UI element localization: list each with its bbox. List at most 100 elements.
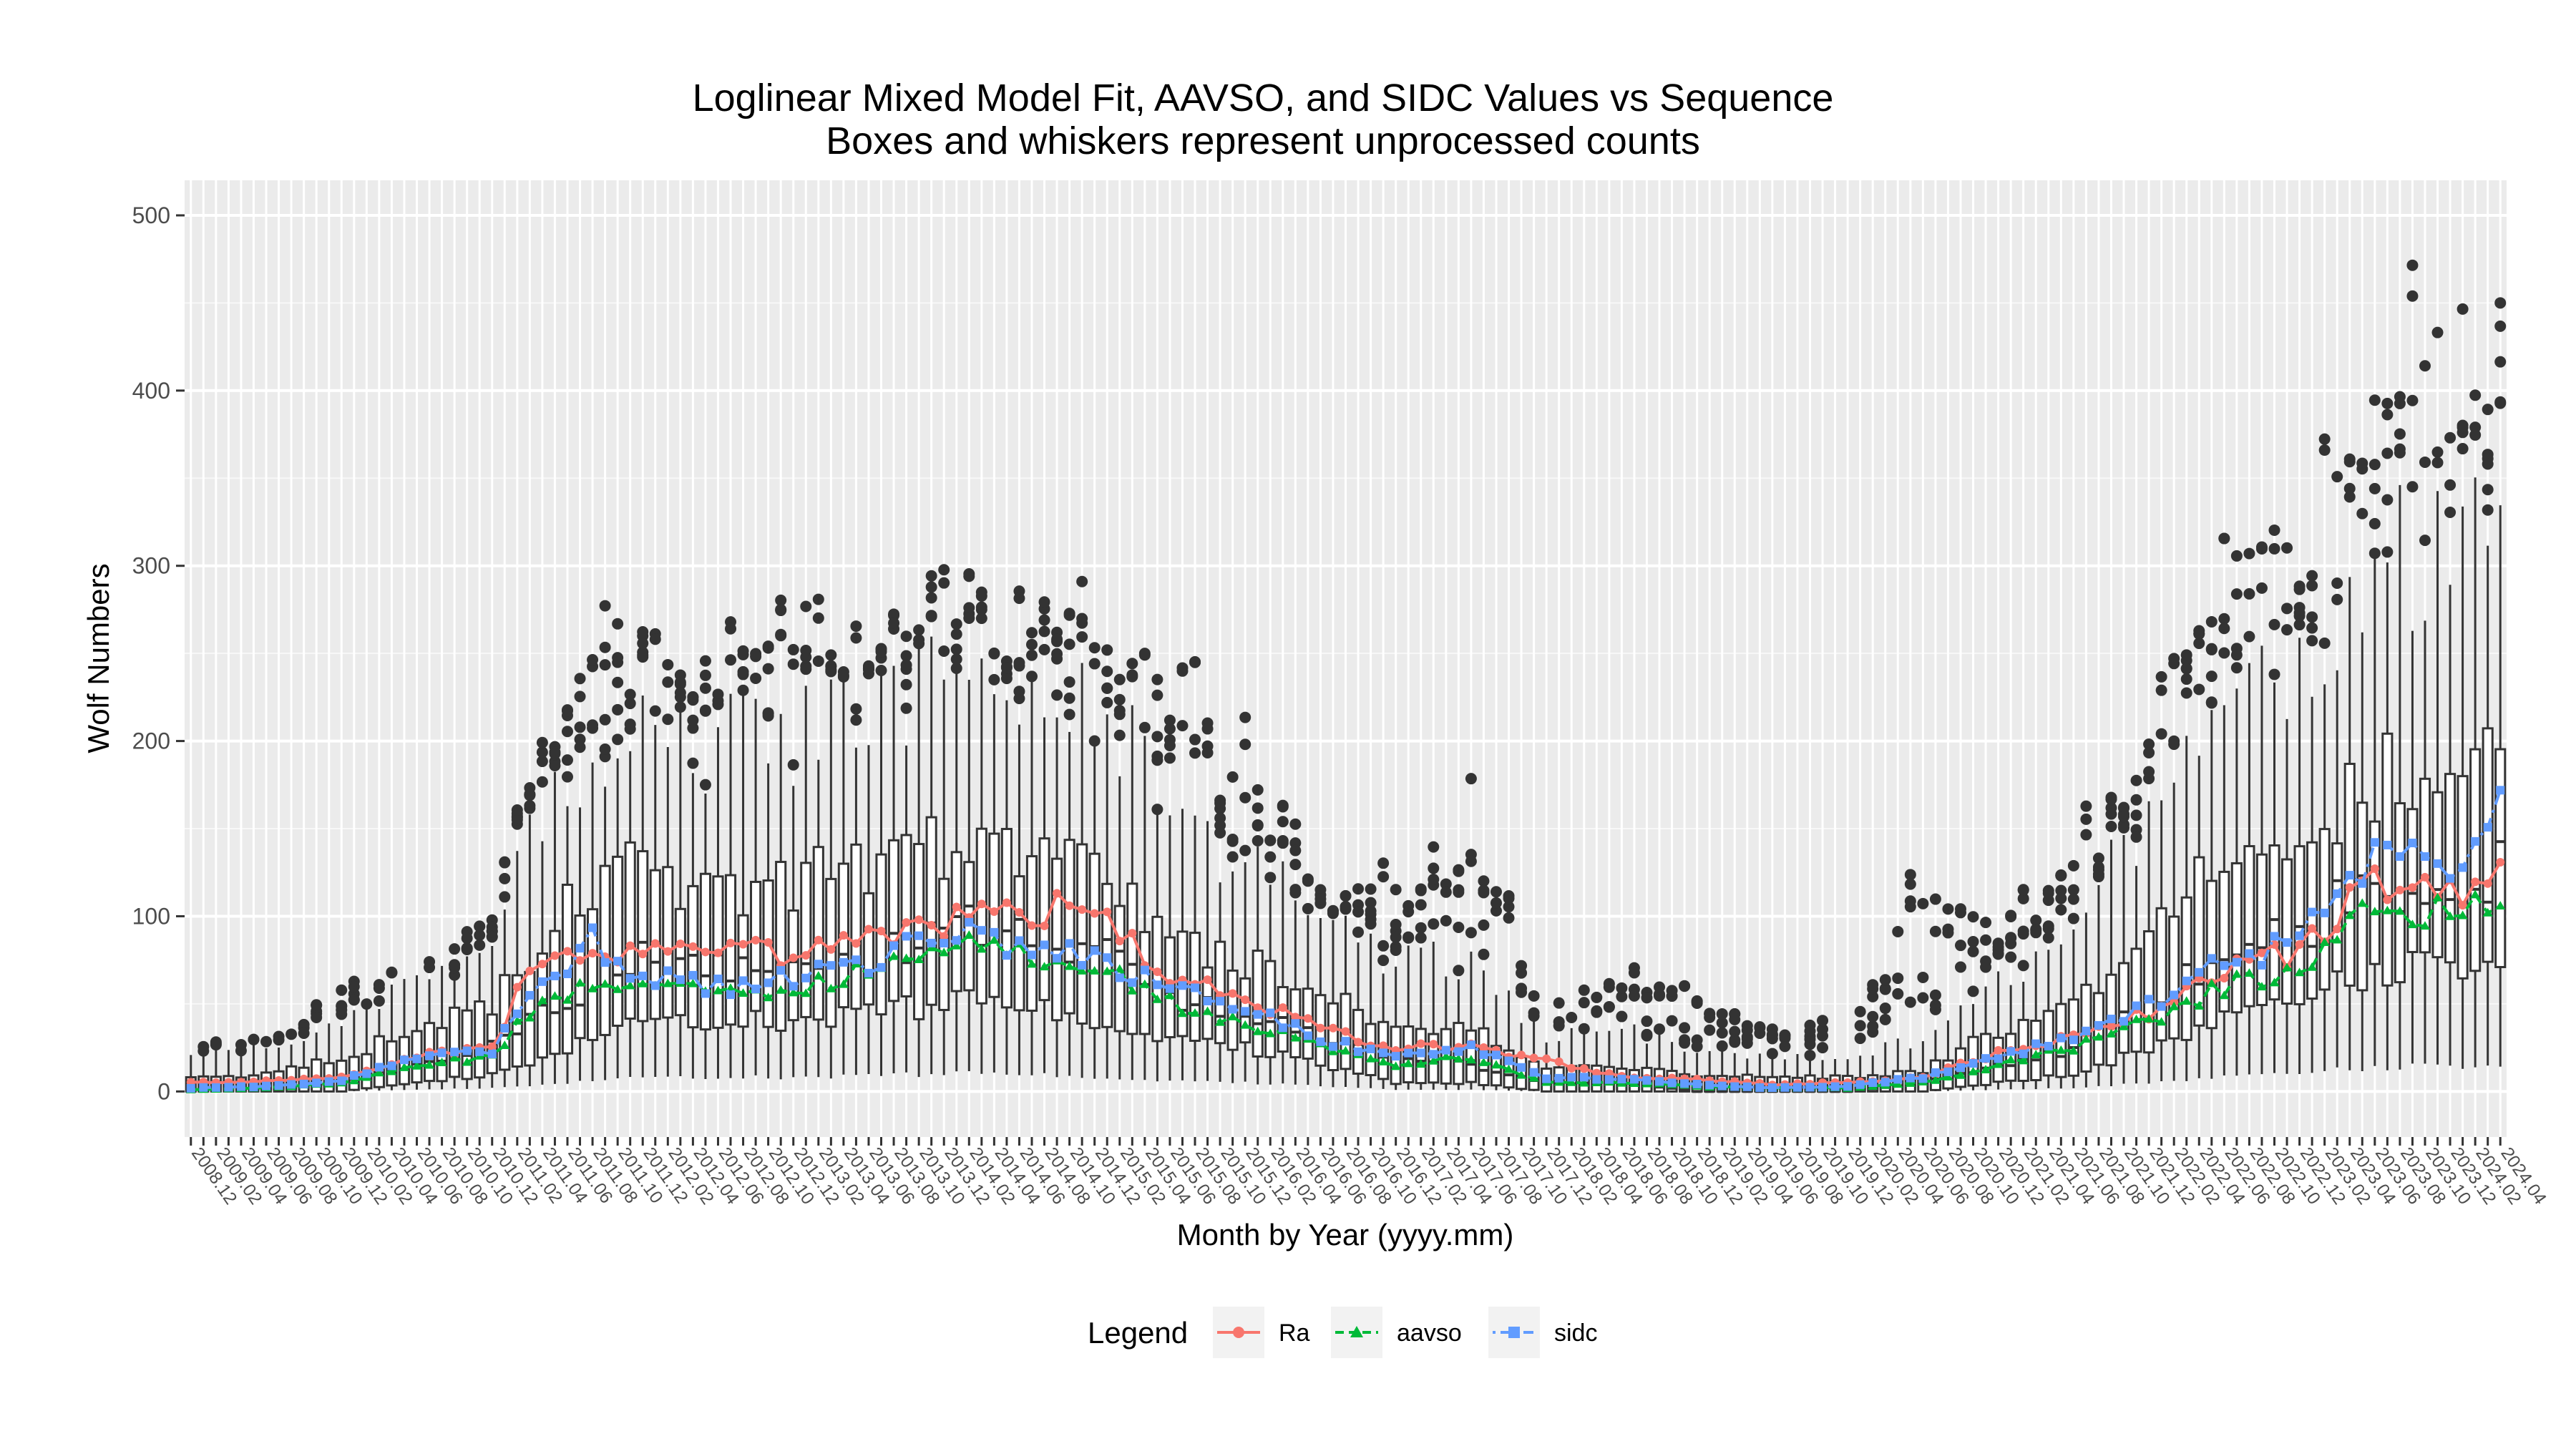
box-outlier [1352,926,1365,938]
series-point-sidc [2333,889,2342,898]
series-point-aavso [1955,1070,1966,1079]
box-outlier [1817,1015,1829,1027]
series-point-sidc [613,957,623,966]
box-outlier [1390,918,1402,930]
box-outlier [1051,633,1063,645]
box-outlier [2343,453,2356,465]
box-outlier [637,638,649,650]
box-outlier [1415,899,1427,911]
series-point-sidc [337,1076,346,1085]
series-point-sidc [1655,1077,1664,1086]
series-point-sidc [1341,1037,1350,1046]
series-point-sidc [914,931,924,940]
box-rect [2130,947,2142,1053]
box-outlier [1917,897,1929,909]
box-rect [624,841,636,1020]
series-point-sidc [2245,949,2254,958]
box-outlier [938,577,950,589]
series-point-aavso [788,987,799,997]
box-outlier [561,771,573,783]
box-outlier [900,630,912,643]
series-point-aavso [1503,1064,1514,1073]
series-point-sidc [927,938,936,947]
box-rect [662,866,674,1019]
series-point-sidc [1629,1075,1639,1084]
series-point-sidc [462,1046,472,1055]
legend: Legend Ra aavso sidc [1088,1307,1597,1358]
series-point-Ra [927,921,936,930]
box-outlier [1904,996,1916,1008]
box-outlier [2494,396,2507,408]
box-outlier [2042,887,2054,899]
box-outlier [812,612,824,624]
series-point-Ra [977,899,986,909]
box-outlier [373,982,385,995]
series-point-aavso [2106,1028,2117,1038]
box-outlier [1453,965,1465,977]
series-point-Ra [738,940,748,949]
box-outlier [1201,747,1214,759]
box-rect [2469,748,2482,972]
series-point-aavso [600,979,610,988]
series-point-sidc [1366,1044,1375,1053]
box-outlier [1063,638,1075,650]
box-outlier [950,618,962,630]
box-outlier [1929,893,1941,905]
box-outlier [1440,914,1452,927]
box-outlier [938,564,950,576]
series-point-sidc [1140,965,1149,975]
series-point-Ra [1015,907,1024,917]
series-point-aavso [1227,1011,1238,1020]
box-outlier [536,746,548,758]
box-outlier [1176,720,1189,732]
box-outlier [1917,971,1929,983]
box-outlier [1377,857,1390,869]
box-outlier [1390,945,1402,957]
box-outlier [2368,482,2381,494]
series-point-aavso [2119,1021,2129,1030]
box-rect [449,1006,461,1078]
series-point-sidc [236,1082,245,1091]
box-outlier [2457,419,2469,431]
series-point-sidc [1780,1083,1790,1092]
box-rect [1151,915,1163,1043]
series-point-sidc [1843,1082,1853,1091]
box-outlier [1076,575,1088,587]
series-point-sidc [1567,1073,1576,1082]
box-outlier [1904,895,1916,907]
series-point-Ra [1328,1023,1337,1033]
series-point-Ra [2458,901,2467,910]
box-outlier [2494,297,2507,309]
box-outlier [1088,642,1101,654]
box-outlier [248,1033,260,1045]
box-outlier [235,1045,247,1057]
series-point-Ra [1278,1003,1287,1013]
box-outlier [2230,649,2243,661]
box-outlier [2293,583,2306,595]
box-outlier [1440,886,1452,898]
box-outlier [2030,924,2042,937]
chart-title: Loglinear Mixed Model Fit, AAVSO, and SI… [693,77,1834,119]
box-outlier [699,779,711,791]
series-point-sidc [500,1024,509,1033]
legend-label-Ra: Ra [1279,1319,1310,1347]
series-point-sidc [1592,1075,1601,1084]
box-outlier [674,687,686,699]
series-point-sidc [1943,1067,1953,1076]
series-point-Ra [990,907,999,917]
series-point-Ra [839,931,848,940]
box-outlier [2281,624,2293,636]
box-outlier [1478,884,1490,897]
y-tick-label: 500 [132,203,170,228]
box-rect [750,880,762,1013]
series-point-sidc [1755,1083,1765,1092]
box-outlier [2381,447,2394,459]
series-point-aavso [2018,1055,2029,1065]
series-point-sidc [1429,1050,1438,1059]
box-outlier [1151,673,1163,686]
box-outlier [1101,682,1113,694]
box-outlier [1954,940,1966,952]
series-point-sidc [1065,939,1074,948]
box-outlier [963,612,975,624]
box-outlier [2255,582,2268,594]
